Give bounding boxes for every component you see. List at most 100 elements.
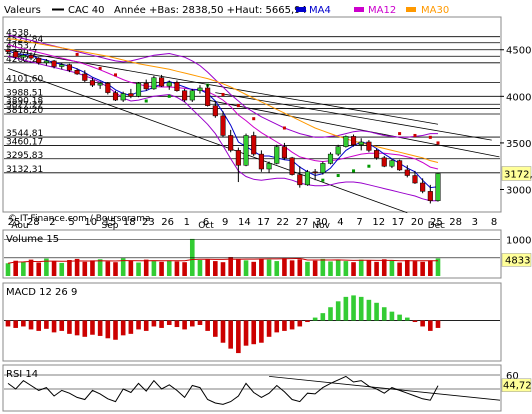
volume-bar [435, 258, 441, 276]
legend-swatch-ma30 [406, 7, 416, 12]
macd-bar [90, 320, 95, 335]
trend-line [7, 68, 408, 214]
ma30-line [7, 38, 439, 163]
volume-bar [428, 260, 433, 276]
sar-dot [282, 126, 286, 130]
candle-body [20, 55, 26, 58]
volume-bar [404, 260, 410, 276]
volume-bar [90, 260, 95, 276]
sar-dot [236, 104, 240, 108]
macd-bar [105, 320, 111, 339]
candle-body [274, 146, 280, 164]
macd-bar [366, 299, 372, 321]
support-label: 3988,51 [6, 88, 43, 98]
volume-bar [335, 260, 341, 276]
volume-bar [189, 238, 195, 276]
macd-bar [159, 320, 164, 328]
candle-body [312, 171, 318, 174]
x-tick-label: 25 [430, 217, 443, 228]
volume-bar [59, 262, 65, 276]
candle-body [289, 157, 295, 175]
legend-ma4: MA4 [309, 5, 331, 16]
x-tick-label: 1 [184, 217, 190, 228]
candle-body [228, 135, 234, 151]
rsi-line [7, 375, 439, 405]
macd-bar [67, 320, 72, 334]
trend-line [207, 99, 500, 158]
candle-body [358, 141, 364, 146]
volume-bar [420, 261, 425, 276]
volume-bar [36, 262, 42, 276]
volume-bar [120, 258, 126, 276]
macd-bar [28, 320, 34, 330]
volume-bar [343, 261, 349, 276]
candle-body [235, 150, 241, 166]
macd-bar [266, 320, 272, 337]
macd-bar [189, 320, 195, 327]
volume-bar [67, 260, 72, 276]
candle-body [251, 135, 257, 155]
volume-bar [320, 258, 326, 276]
legend-series-cac40: CAC 40 [68, 5, 105, 16]
support-label: 3818,20 [6, 106, 43, 116]
candle-body [97, 83, 103, 86]
volume-bar [358, 259, 364, 276]
x-month-label: Nov [312, 221, 330, 231]
candle-body [120, 93, 126, 101]
legend-swatch-ma4 [296, 7, 306, 12]
y-tick-label: 3000 [506, 186, 531, 197]
candle-body [143, 83, 149, 90]
volume-bar [74, 258, 80, 276]
volume-bar [128, 260, 134, 276]
x-tick-label: 22 [276, 217, 289, 228]
macd-bar [74, 320, 80, 336]
volume-bar [174, 261, 180, 276]
x-tick-label: 20 [411, 217, 424, 228]
candle-body [82, 73, 88, 81]
candle-body [74, 69, 80, 75]
support-label: 3544,81 [6, 129, 43, 139]
volume-bar [297, 259, 303, 276]
macd-bar [21, 320, 26, 327]
volume-bar [274, 261, 280, 276]
macd-bar [143, 320, 149, 331]
candle-body [59, 64, 65, 67]
x-tick-label: 3 [472, 217, 478, 228]
volume-bar [136, 262, 141, 276]
macd-bar [5, 320, 11, 327]
candle-body [420, 182, 426, 192]
sar-dot [114, 73, 117, 77]
x-tick-label: 5 [68, 217, 74, 228]
macd-bar [389, 311, 395, 321]
x-tick-label: 6 [203, 217, 209, 228]
candle-body [404, 169, 410, 176]
macd-bar [151, 320, 157, 327]
volume-bar [312, 260, 318, 276]
support-label: 4521,84 [6, 35, 43, 45]
volume-bar [259, 258, 264, 276]
rsi-panel-frame [2, 364, 502, 412]
volume-chart: 10000 4833 [4, 236, 532, 276]
sar-dot [413, 133, 417, 137]
support-label: 3460,17 [6, 137, 43, 147]
macd-bar [97, 320, 103, 336]
candle-body [135, 83, 142, 97]
volume-bar [213, 261, 218, 276]
sar-dot [321, 178, 325, 182]
support-label: 3890,18 [6, 96, 43, 106]
x-tick-label: 25 [8, 217, 21, 228]
volume-bar [389, 260, 395, 276]
candle-body [266, 163, 272, 170]
x-axis: 25 28 2 5 10 15 18 23 26 1 6 9 14 17 22 27 30 4 7 12 17 20 25 2… [8, 217, 498, 231]
volume-last-value: 4833 [505, 255, 530, 266]
volume-bar [351, 262, 356, 276]
macd-bar [243, 320, 249, 346]
macd-bar [381, 307, 387, 321]
candle-body [297, 174, 303, 186]
macd-bar [197, 320, 203, 325]
candle-body [151, 77, 157, 90]
x-tick-label: 30 [315, 217, 328, 228]
x-tick-label: 4 [337, 217, 343, 228]
volume-panel-frame [2, 229, 502, 279]
candle-body [105, 83, 111, 93]
